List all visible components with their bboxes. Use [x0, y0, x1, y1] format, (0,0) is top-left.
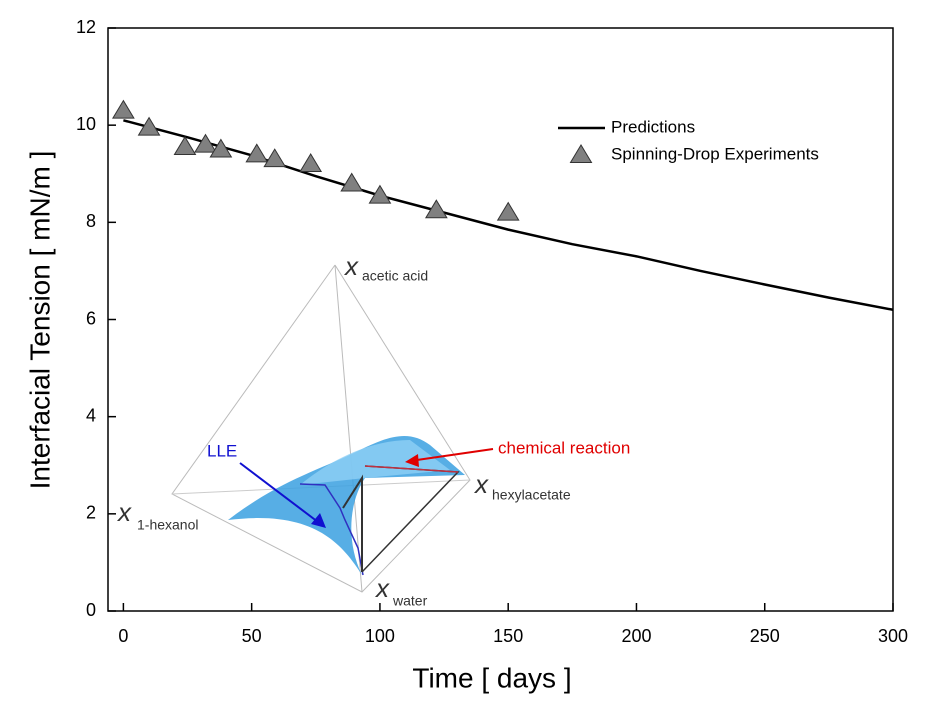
x-tick-label: 200: [621, 626, 651, 646]
data-point: [137, 116, 161, 136]
x-axis-title: Time [ days ]: [412, 662, 571, 693]
y-tick-label: 6: [86, 308, 96, 328]
data-point: [209, 138, 233, 158]
inset-vertex-label: water: [392, 593, 428, 609]
plot-frame: [107, 27, 894, 612]
data-point: [173, 136, 197, 156]
annotation: LLE: [207, 441, 237, 460]
inset-vertex-label: 1-hexanol: [137, 517, 199, 533]
annotation: chemical reaction: [498, 438, 630, 457]
data-point: [496, 201, 520, 221]
y-tick-label: 12: [76, 17, 96, 37]
x-tick-label: 100: [365, 626, 395, 646]
data-point: [112, 99, 135, 119]
data-point: [245, 143, 269, 163]
x-tick-label: 300: [878, 626, 908, 646]
data-point: [340, 172, 364, 192]
data-point: [299, 153, 323, 173]
y-tick-label: 8: [86, 211, 96, 231]
inset-vertex-symbol: x: [473, 469, 489, 499]
y-tick-label: 2: [86, 503, 96, 523]
inset-vertex-symbol: x: [374, 573, 390, 603]
legend-label: Spinning-Drop Experiments: [611, 144, 819, 163]
y-axis-title: Interfacial Tension [ mN/m ]: [24, 151, 55, 490]
data-point: [368, 184, 392, 204]
y-tick-label: 10: [76, 114, 96, 134]
y-tick-label: 4: [86, 405, 96, 425]
x-tick-label: 0: [118, 626, 128, 646]
inset-vertex-symbol: x: [343, 251, 359, 281]
data-point: [263, 148, 287, 168]
data-point: [424, 199, 448, 219]
inset-vertex-label: acetic acid: [362, 268, 428, 284]
x-tick-label: 150: [493, 626, 523, 646]
legend-swatch: [569, 144, 593, 163]
inset-diagram: [171, 264, 494, 593]
x-tick-label: 50: [242, 626, 262, 646]
inset-vertex-symbol: x: [116, 497, 132, 527]
x-tick-label: 250: [750, 626, 780, 646]
inset-vertex-label: hexylacetate: [492, 487, 571, 503]
legend-label: Predictions: [611, 117, 695, 136]
y-tick-label: 0: [86, 600, 96, 620]
data-point: [194, 133, 217, 153]
